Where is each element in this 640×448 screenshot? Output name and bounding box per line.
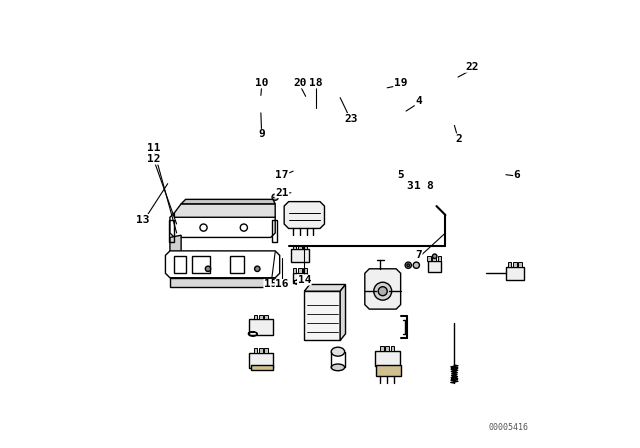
Text: 13: 13 bbox=[136, 215, 150, 224]
Text: 9: 9 bbox=[259, 129, 265, 139]
Bar bbox=[174, 256, 186, 273]
Circle shape bbox=[205, 266, 211, 271]
Bar bbox=[259, 349, 262, 353]
Circle shape bbox=[405, 262, 412, 268]
Polygon shape bbox=[248, 319, 273, 335]
Text: 00005416: 00005416 bbox=[488, 423, 528, 432]
Text: 3: 3 bbox=[406, 181, 413, 191]
Bar bbox=[508, 262, 511, 267]
Polygon shape bbox=[170, 235, 181, 273]
Polygon shape bbox=[340, 284, 346, 340]
Text: 21: 21 bbox=[275, 188, 289, 198]
Ellipse shape bbox=[332, 347, 345, 356]
Circle shape bbox=[407, 264, 410, 267]
Text: 8: 8 bbox=[426, 181, 433, 191]
Polygon shape bbox=[365, 269, 401, 309]
Polygon shape bbox=[181, 199, 275, 204]
Bar bbox=[253, 349, 257, 353]
Bar bbox=[272, 220, 278, 242]
Bar bbox=[385, 346, 389, 350]
Bar bbox=[169, 220, 174, 242]
Circle shape bbox=[413, 262, 419, 268]
Bar bbox=[303, 245, 307, 249]
Polygon shape bbox=[428, 261, 441, 272]
Bar bbox=[292, 268, 296, 273]
Bar bbox=[518, 262, 522, 267]
Bar bbox=[292, 245, 296, 249]
Text: 16: 16 bbox=[275, 280, 289, 289]
Bar bbox=[264, 349, 268, 353]
Bar bbox=[253, 314, 257, 319]
Text: 20: 20 bbox=[293, 78, 307, 88]
Text: 12: 12 bbox=[147, 154, 161, 164]
Text: 7: 7 bbox=[415, 250, 422, 260]
Bar bbox=[427, 256, 431, 261]
Polygon shape bbox=[305, 284, 346, 291]
Polygon shape bbox=[291, 249, 309, 262]
Bar bbox=[513, 262, 516, 267]
Circle shape bbox=[378, 287, 387, 296]
Bar bbox=[259, 314, 262, 319]
Circle shape bbox=[433, 254, 437, 258]
Circle shape bbox=[240, 224, 248, 231]
Bar bbox=[433, 256, 436, 261]
Polygon shape bbox=[506, 267, 524, 280]
Text: 6: 6 bbox=[514, 170, 520, 180]
Bar bbox=[192, 256, 210, 273]
Bar bbox=[264, 314, 268, 319]
Bar bbox=[303, 268, 307, 273]
Circle shape bbox=[272, 194, 278, 200]
Text: 19: 19 bbox=[394, 78, 408, 88]
Text: 14: 14 bbox=[298, 275, 311, 285]
Circle shape bbox=[255, 266, 260, 271]
Circle shape bbox=[279, 189, 285, 195]
Bar bbox=[380, 346, 383, 350]
Bar bbox=[230, 256, 244, 273]
Text: 4: 4 bbox=[415, 96, 422, 106]
Bar bbox=[438, 256, 442, 261]
Text: 17: 17 bbox=[275, 170, 289, 180]
Text: 18: 18 bbox=[308, 78, 323, 88]
Bar bbox=[391, 346, 394, 350]
Text: 15: 15 bbox=[264, 280, 278, 289]
Text: 22: 22 bbox=[465, 62, 479, 72]
Bar bbox=[298, 268, 301, 273]
Polygon shape bbox=[376, 365, 401, 376]
Polygon shape bbox=[170, 278, 275, 287]
Polygon shape bbox=[174, 204, 275, 217]
Bar bbox=[305, 291, 340, 340]
Bar bbox=[298, 245, 301, 249]
Text: 1: 1 bbox=[414, 181, 421, 191]
Polygon shape bbox=[293, 273, 307, 283]
Text: 11: 11 bbox=[147, 143, 161, 153]
Circle shape bbox=[200, 224, 207, 231]
Polygon shape bbox=[248, 353, 273, 368]
Ellipse shape bbox=[332, 364, 345, 371]
Text: 2: 2 bbox=[456, 134, 462, 144]
Polygon shape bbox=[170, 213, 275, 237]
Circle shape bbox=[374, 282, 392, 300]
Polygon shape bbox=[251, 365, 273, 370]
Polygon shape bbox=[284, 202, 324, 228]
Text: 5: 5 bbox=[397, 170, 404, 180]
Text: 23: 23 bbox=[344, 114, 358, 124]
Polygon shape bbox=[165, 251, 280, 278]
Text: 10: 10 bbox=[255, 78, 269, 88]
Polygon shape bbox=[375, 350, 399, 366]
